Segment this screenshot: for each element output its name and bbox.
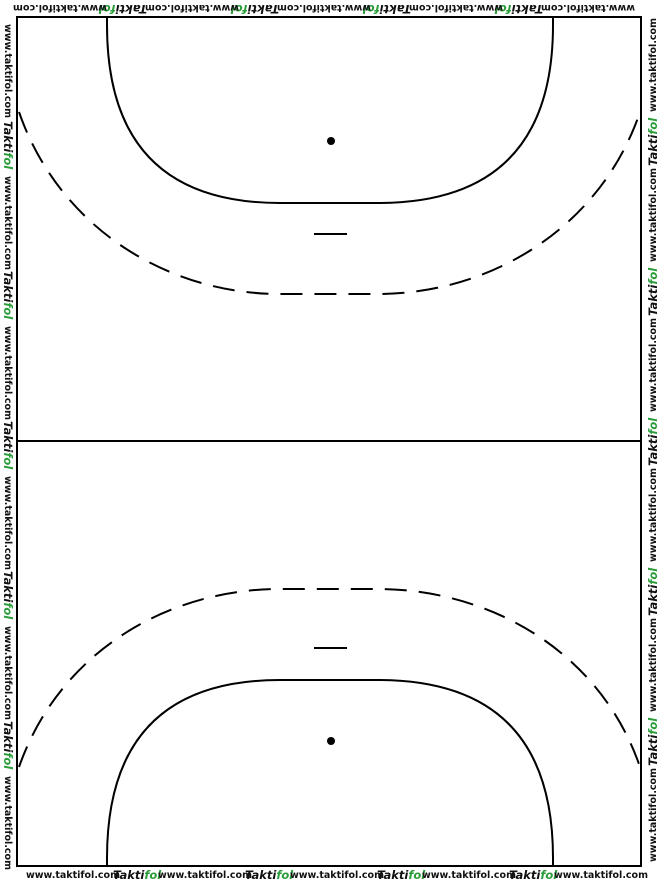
watermark-url: www.taktifol.com — [541, 2, 635, 13]
watermark-url: www.taktifol.com — [145, 2, 239, 13]
watermark-logo: Taktifol — [646, 567, 660, 616]
watermark-logo: Taktifol — [646, 267, 660, 316]
right-watermark-strip: www.taktifol.com Taktifol www.taktifol.c… — [646, 18, 660, 862]
watermark-url: www.taktifol.com — [648, 18, 659, 112]
watermark-logo: Taktifol — [646, 117, 660, 166]
bottom-free-throw-line — [18, 588, 641, 768]
left-watermark-strip: www.taktifol.com Taktifol www.taktifol.c… — [1, 24, 15, 870]
bottom-goal-area-line — [106, 679, 554, 866]
watermark-url: www.taktifol.com — [13, 2, 107, 13]
watermark-url: www.taktifol.com — [648, 618, 659, 712]
top-free-throw-line — [18, 111, 641, 295]
watermark-logo: Taktifol — [113, 868, 162, 882]
watermark-logo: Taktifol — [1, 421, 15, 470]
watermark-logo: Taktifol — [1, 571, 15, 620]
watermark-logo: Taktifol — [494, 2, 543, 16]
watermark-logo: Taktifol — [1, 121, 15, 170]
watermark-logo: Taktifol — [230, 2, 279, 16]
watermark-url: www.taktifol.com — [2, 476, 13, 570]
watermark-url: www.taktifol.com — [2, 326, 13, 420]
watermark-url: www.taktifol.com — [2, 626, 13, 720]
top-goal-dot — [327, 137, 335, 145]
watermark-url: www.taktifol.com — [648, 768, 659, 862]
watermark-url: www.taktifol.com — [2, 176, 13, 270]
handball-court — [16, 16, 642, 867]
watermark-url: www.taktifol.com — [26, 870, 120, 881]
watermark-url: www.taktifol.com — [648, 468, 659, 562]
watermark-logo: Taktifol — [245, 868, 294, 882]
watermark-url: www.taktifol.com — [648, 318, 659, 412]
bottom-goal-dot — [327, 737, 335, 745]
watermark-logo: Taktifol — [1, 271, 15, 320]
watermark-logo: Taktifol — [377, 868, 426, 882]
watermark-url: www.taktifol.com — [2, 776, 13, 870]
top-watermark-strip: www.taktifol.com Taktifol www.taktifol.c… — [13, 2, 635, 16]
watermark-url: www.taktifol.com — [277, 2, 371, 13]
watermark-url: www.taktifol.com — [648, 168, 659, 262]
watermark-logo: Taktifol — [362, 2, 411, 16]
watermark-logo: Taktifol — [1, 721, 15, 770]
top-goal-area-line — [106, 17, 554, 204]
watermark-logo: Taktifol — [98, 2, 147, 16]
watermark-url: www.taktifol.com — [2, 24, 13, 118]
watermark-url: www.taktifol.com — [409, 2, 503, 13]
watermark-logo: Taktifol — [509, 868, 558, 882]
watermark-url: www.taktifol.com — [554, 870, 648, 881]
bottom-watermark-strip: www.taktifol.com Taktifol www.taktifol.c… — [26, 868, 648, 882]
watermark-logo: Taktifol — [646, 417, 660, 466]
watermark-url: www.taktifol.com — [290, 870, 384, 881]
watermark-url: www.taktifol.com — [422, 870, 516, 881]
watermark-url: www.taktifol.com — [158, 870, 252, 881]
watermark-logo: Taktifol — [646, 717, 660, 766]
